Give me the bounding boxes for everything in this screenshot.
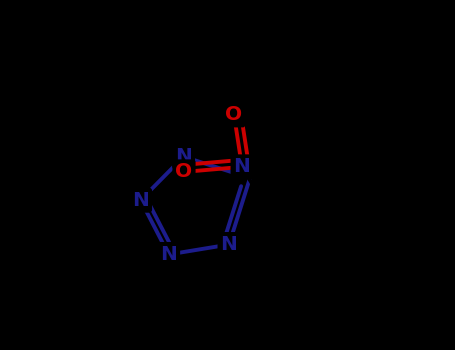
Text: N: N xyxy=(175,147,192,166)
Text: N: N xyxy=(160,245,177,264)
Text: N: N xyxy=(221,235,238,254)
Text: N: N xyxy=(233,158,250,176)
Text: O: O xyxy=(225,105,243,124)
Text: N: N xyxy=(132,191,149,210)
Text: O: O xyxy=(176,162,192,181)
